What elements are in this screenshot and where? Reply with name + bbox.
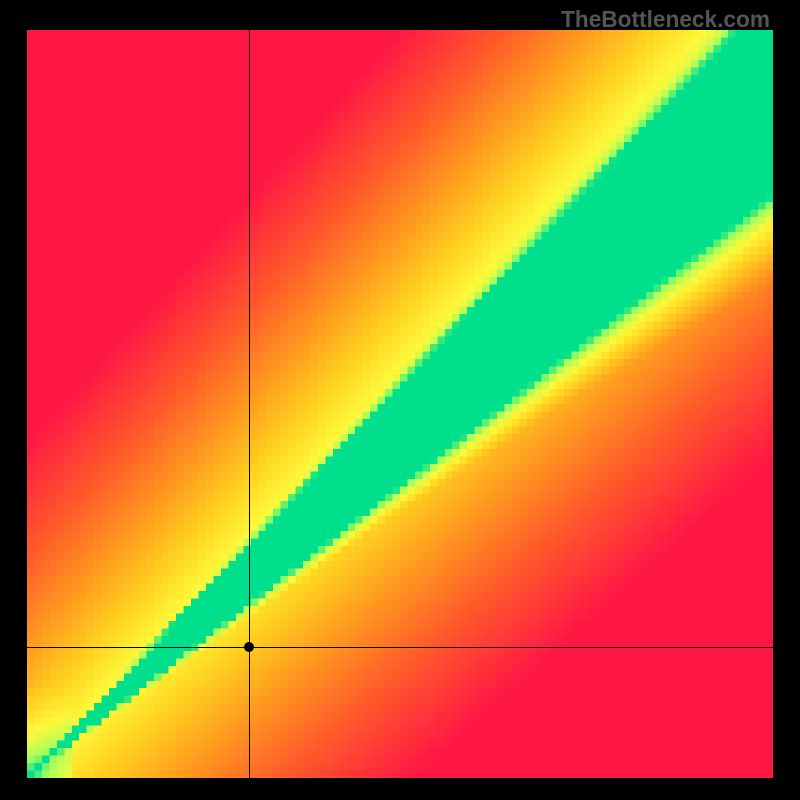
crosshair-vertical xyxy=(249,30,250,778)
watermark-text: TheBottleneck.com xyxy=(561,6,770,33)
bottleneck-heatmap xyxy=(27,30,773,778)
crosshair-horizontal xyxy=(27,647,773,648)
chart-container: TheBottleneck.com xyxy=(0,0,800,800)
